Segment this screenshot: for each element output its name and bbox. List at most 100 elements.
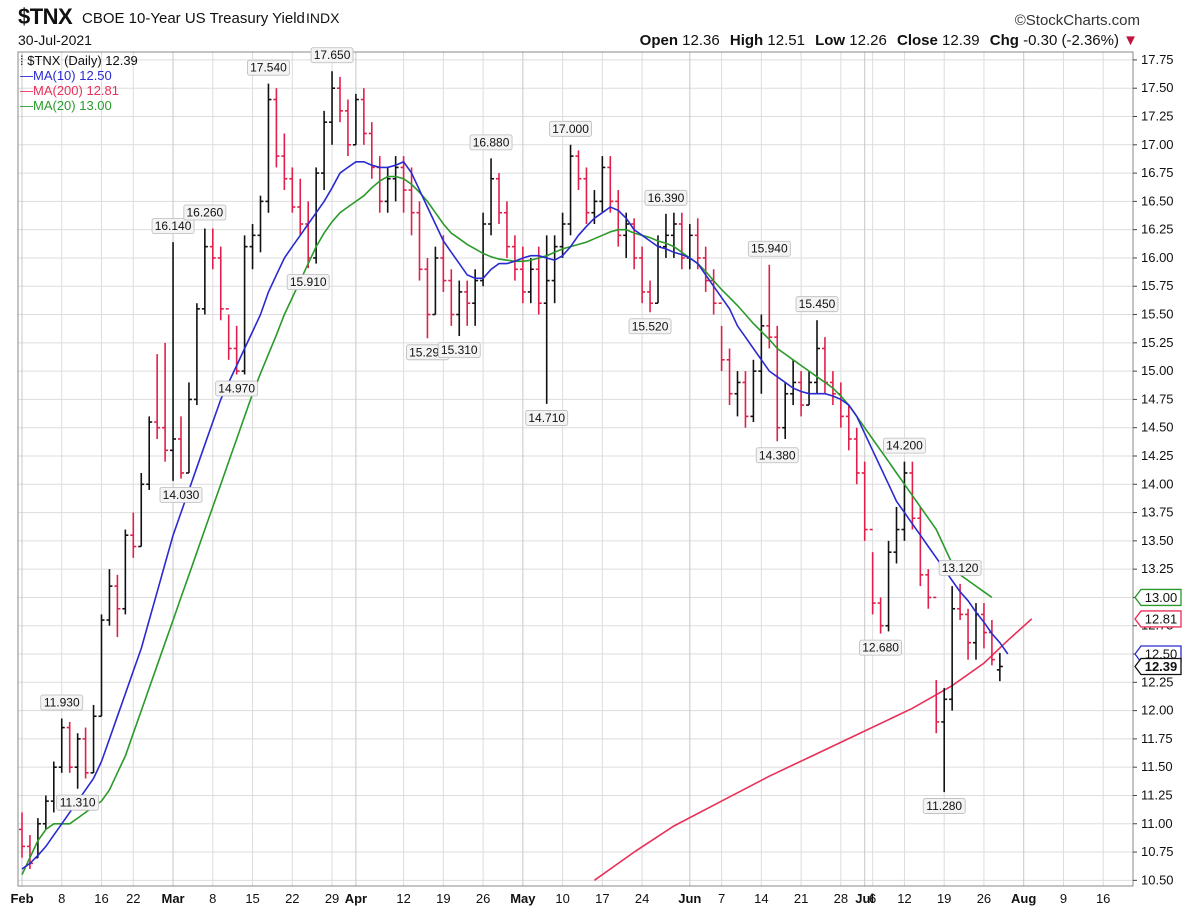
ohlc-bar: [138, 472, 145, 548]
value-tag: 12.39: [1134, 657, 1182, 676]
x-tick-label: 26: [977, 891, 991, 906]
ohlc-bar: [58, 718, 65, 773]
ohlc-bar: [607, 156, 614, 213]
ohlc-bar: [424, 257, 431, 339]
ohlc-bar: [74, 733, 81, 789]
x-tick-label: 26: [476, 891, 490, 906]
ohlc-bar: [798, 371, 805, 417]
ohlc-bar: [901, 461, 908, 541]
annotation-label: 14.200: [886, 439, 923, 453]
chart-date: 30-Jul-2021: [18, 32, 92, 48]
annotation-box: [859, 639, 902, 656]
x-tick-label: 22: [285, 891, 299, 906]
legend-ma20-label: MA(20) 13.00: [33, 98, 112, 113]
ohlc-bar: [352, 93, 359, 146]
annotation-box: [310, 47, 354, 64]
annotation-box: [40, 694, 84, 711]
y-tick-label: 13.25: [1141, 561, 1174, 576]
open-label: Open: [639, 32, 678, 49]
ohlc-bar: [686, 224, 693, 270]
close-value: 12.39: [942, 32, 980, 49]
ohlc-bar: [146, 416, 153, 490]
ohlc-bar: [337, 76, 343, 123]
ohlc-bar: [734, 371, 741, 417]
y-tick-label: 16.25: [1141, 222, 1174, 237]
value-tag: 13.00: [1134, 588, 1182, 607]
annotation-label: 14.030: [163, 488, 200, 502]
y-tick-label: 11.00: [1141, 816, 1173, 831]
ohlc-bar: [662, 213, 669, 258]
annotation-box: [883, 437, 926, 454]
stockcharts-brand[interactable]: ©StockCharts.com: [1014, 12, 1140, 29]
ohlc-bar: [344, 99, 351, 157]
close-label: Close: [897, 32, 938, 49]
annotation-label: 14.970: [218, 382, 255, 396]
ma20-path: [21, 175, 993, 876]
price-annotation: 15.450: [795, 296, 839, 313]
y-tick-label: 13.50: [1141, 533, 1174, 548]
ohlc-bar: [965, 608, 972, 660]
ohlc-bar: [877, 597, 884, 634]
ohlc-bar: [702, 246, 709, 292]
symbol-description: CBOE 10-Year US Treasury Yield: [82, 10, 305, 27]
x-tick-label: 14: [754, 891, 768, 906]
price-annotation: 11.280: [922, 798, 966, 814]
x-tick-label: 9: [1060, 891, 1067, 906]
symbol: $TNX: [18, 4, 73, 29]
annotation-label: 13.120: [942, 561, 979, 575]
bar-icon: ⁞: [20, 53, 24, 68]
price-annotation: 17.540: [247, 59, 290, 76]
annotation-label: 16.140: [155, 219, 192, 233]
ohlc-bar: [726, 348, 733, 406]
ohlc-bar: [122, 529, 129, 615]
ohlc-bar: [289, 167, 296, 213]
price-annotation: 15.910: [286, 274, 330, 291]
ohlc-bar: [106, 569, 113, 626]
annotation-label: 14.380: [759, 448, 796, 462]
x-tick-label: 16: [94, 891, 108, 906]
ohlc-bar: [464, 280, 471, 326]
y-axis-ticks: 10.50 10.75 11.00 11.25 11.50 11.75 12.00 12.25…: [1133, 52, 1174, 887]
x-tick-label: 10: [555, 891, 569, 906]
y-tick-label: 11.25: [1141, 787, 1173, 802]
legend-ma200: —MA(200) 12.81: [20, 83, 138, 98]
ohlc-bar: [718, 302, 725, 372]
ohlc-bar: [329, 71, 336, 145]
ohlc-bar: [178, 416, 184, 479]
line-icon: —: [20, 98, 33, 113]
x-tick-label: Apr: [345, 891, 367, 906]
annotation-box: [247, 59, 290, 76]
ohlc-bar: [957, 583, 964, 621]
ohlc-bar: [42, 795, 49, 830]
ohlc-bar: [162, 342, 169, 462]
x-axis-ticks: Feb 8 16 22 Mar 8 15 22 29 Apr 12 19 26 May 10 17 24 Jun 7…: [10, 891, 1110, 906]
ohlc-bar: [480, 212, 487, 287]
ohlc-bar: [790, 359, 797, 406]
ohlc-bar: [567, 144, 574, 236]
value-tag-label: 12.50: [1145, 647, 1178, 662]
annotation-box: [795, 296, 839, 313]
ohlc-bar: [201, 228, 208, 315]
y-tick-label: 17.75: [1141, 52, 1174, 67]
ohlc-bar: [98, 614, 105, 718]
ohlc-bar: [814, 320, 820, 394]
ohlc-bar: [917, 506, 924, 587]
annotation-box: [159, 486, 203, 503]
x-tick-label: 17: [595, 891, 609, 906]
y-tick-label: 14.25: [1141, 448, 1174, 463]
ohlc-bar: [766, 264, 773, 349]
ohlc-bar: [623, 212, 630, 258]
x-tick-label: Jun: [678, 891, 701, 906]
ohlc-bar: [376, 156, 383, 213]
ohlc-bar: [321, 110, 328, 191]
ohlc-bar: [861, 461, 868, 541]
ohlc-bar: [941, 687, 948, 793]
x-tick-label: 15: [245, 891, 259, 906]
price-bars: [19, 71, 1003, 870]
ohlc-bar: [853, 427, 860, 485]
x-tick-label: Aug: [1011, 891, 1036, 906]
annotation-label: 11.930: [44, 696, 80, 710]
ohlc-bar: [82, 727, 89, 779]
